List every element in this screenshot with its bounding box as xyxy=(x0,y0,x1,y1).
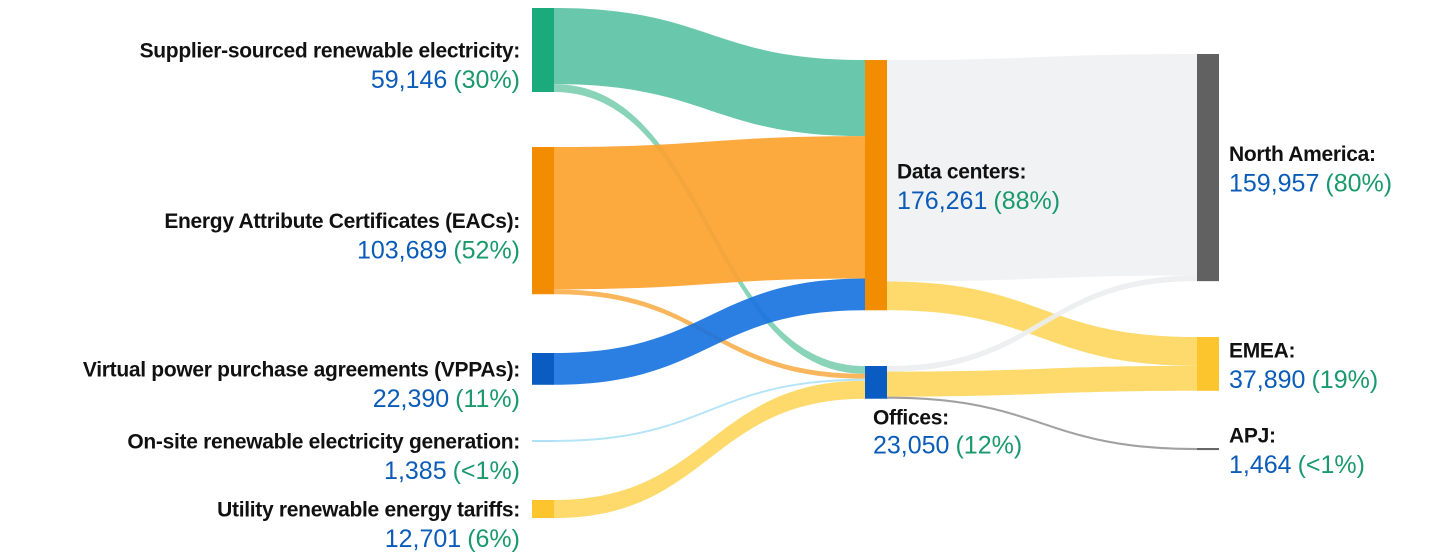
nodes xyxy=(532,8,1219,519)
node-value: 12,701 (6%) xyxy=(385,525,520,553)
node-value: 23,050 (12%) xyxy=(873,431,1022,459)
node-value: 176,261 (88%) xyxy=(897,187,1060,215)
node-value: 159,957 (80%) xyxy=(1229,169,1392,197)
value: 12,701 xyxy=(385,525,461,553)
value: 37,890 xyxy=(1229,366,1305,394)
node-value: 103,689 (52%) xyxy=(357,236,520,264)
share: (88%) xyxy=(993,187,1060,215)
node-label: EMEA: xyxy=(1229,339,1295,362)
node-label: Virtual power purchase agreements (VPPAs… xyxy=(83,358,520,381)
node xyxy=(532,353,554,385)
node-label: On-site renewable electricity generation… xyxy=(127,431,520,454)
value: 1,464 xyxy=(1229,451,1292,479)
node-value: 1,464 (<1%) xyxy=(1229,451,1365,479)
share: (80%) xyxy=(1325,169,1392,197)
node-value: 37,890 (19%) xyxy=(1229,366,1378,394)
share: (30%) xyxy=(453,66,520,94)
value: 159,957 xyxy=(1229,169,1319,197)
node xyxy=(532,8,554,92)
link xyxy=(887,365,1197,397)
node xyxy=(532,147,554,295)
value: 22,390 xyxy=(373,385,449,413)
node-label: Utility renewable energy tariffs: xyxy=(217,499,520,522)
share: (<1%) xyxy=(1298,451,1365,479)
node-value: 22,390 (11%) xyxy=(373,385,520,413)
value: 59,146 xyxy=(371,66,447,94)
value: 23,050 xyxy=(873,431,949,459)
node xyxy=(532,500,554,519)
node xyxy=(1197,448,1219,451)
link xyxy=(887,396,1197,451)
node-label: APJ: xyxy=(1229,425,1276,448)
node xyxy=(532,440,554,442)
share: (19%) xyxy=(1311,366,1378,394)
value: 103,689 xyxy=(357,236,447,264)
node-label: North America: xyxy=(1229,143,1376,166)
share: (11%) xyxy=(455,385,520,413)
node xyxy=(1197,337,1219,391)
value: 1,385 xyxy=(384,457,447,485)
share: (12%) xyxy=(955,431,1022,459)
node-label: Energy Attribute Certificates (EACs): xyxy=(164,210,520,233)
node xyxy=(865,366,887,399)
node-label: Data centers: xyxy=(897,161,1026,184)
share: (<1%) xyxy=(453,457,520,485)
share: (52%) xyxy=(453,236,520,264)
link xyxy=(887,54,1197,282)
node-value: 59,146 (30%) xyxy=(371,66,520,94)
node-label: Offices: xyxy=(873,406,949,429)
link xyxy=(554,380,865,519)
links xyxy=(554,8,1197,519)
link xyxy=(887,275,1197,372)
link xyxy=(554,8,865,137)
labels: Supplier-sourced renewable electricity: 5… xyxy=(83,40,1392,553)
share: (6%) xyxy=(467,525,520,553)
link xyxy=(554,136,865,290)
node xyxy=(865,60,887,311)
node xyxy=(1197,54,1219,282)
node-value: 1,385 (<1%) xyxy=(384,457,520,485)
node-label: Supplier-sourced renewable electricity: xyxy=(140,40,520,63)
link xyxy=(554,278,865,385)
value: 176,261 xyxy=(897,187,987,215)
link xyxy=(554,378,865,442)
